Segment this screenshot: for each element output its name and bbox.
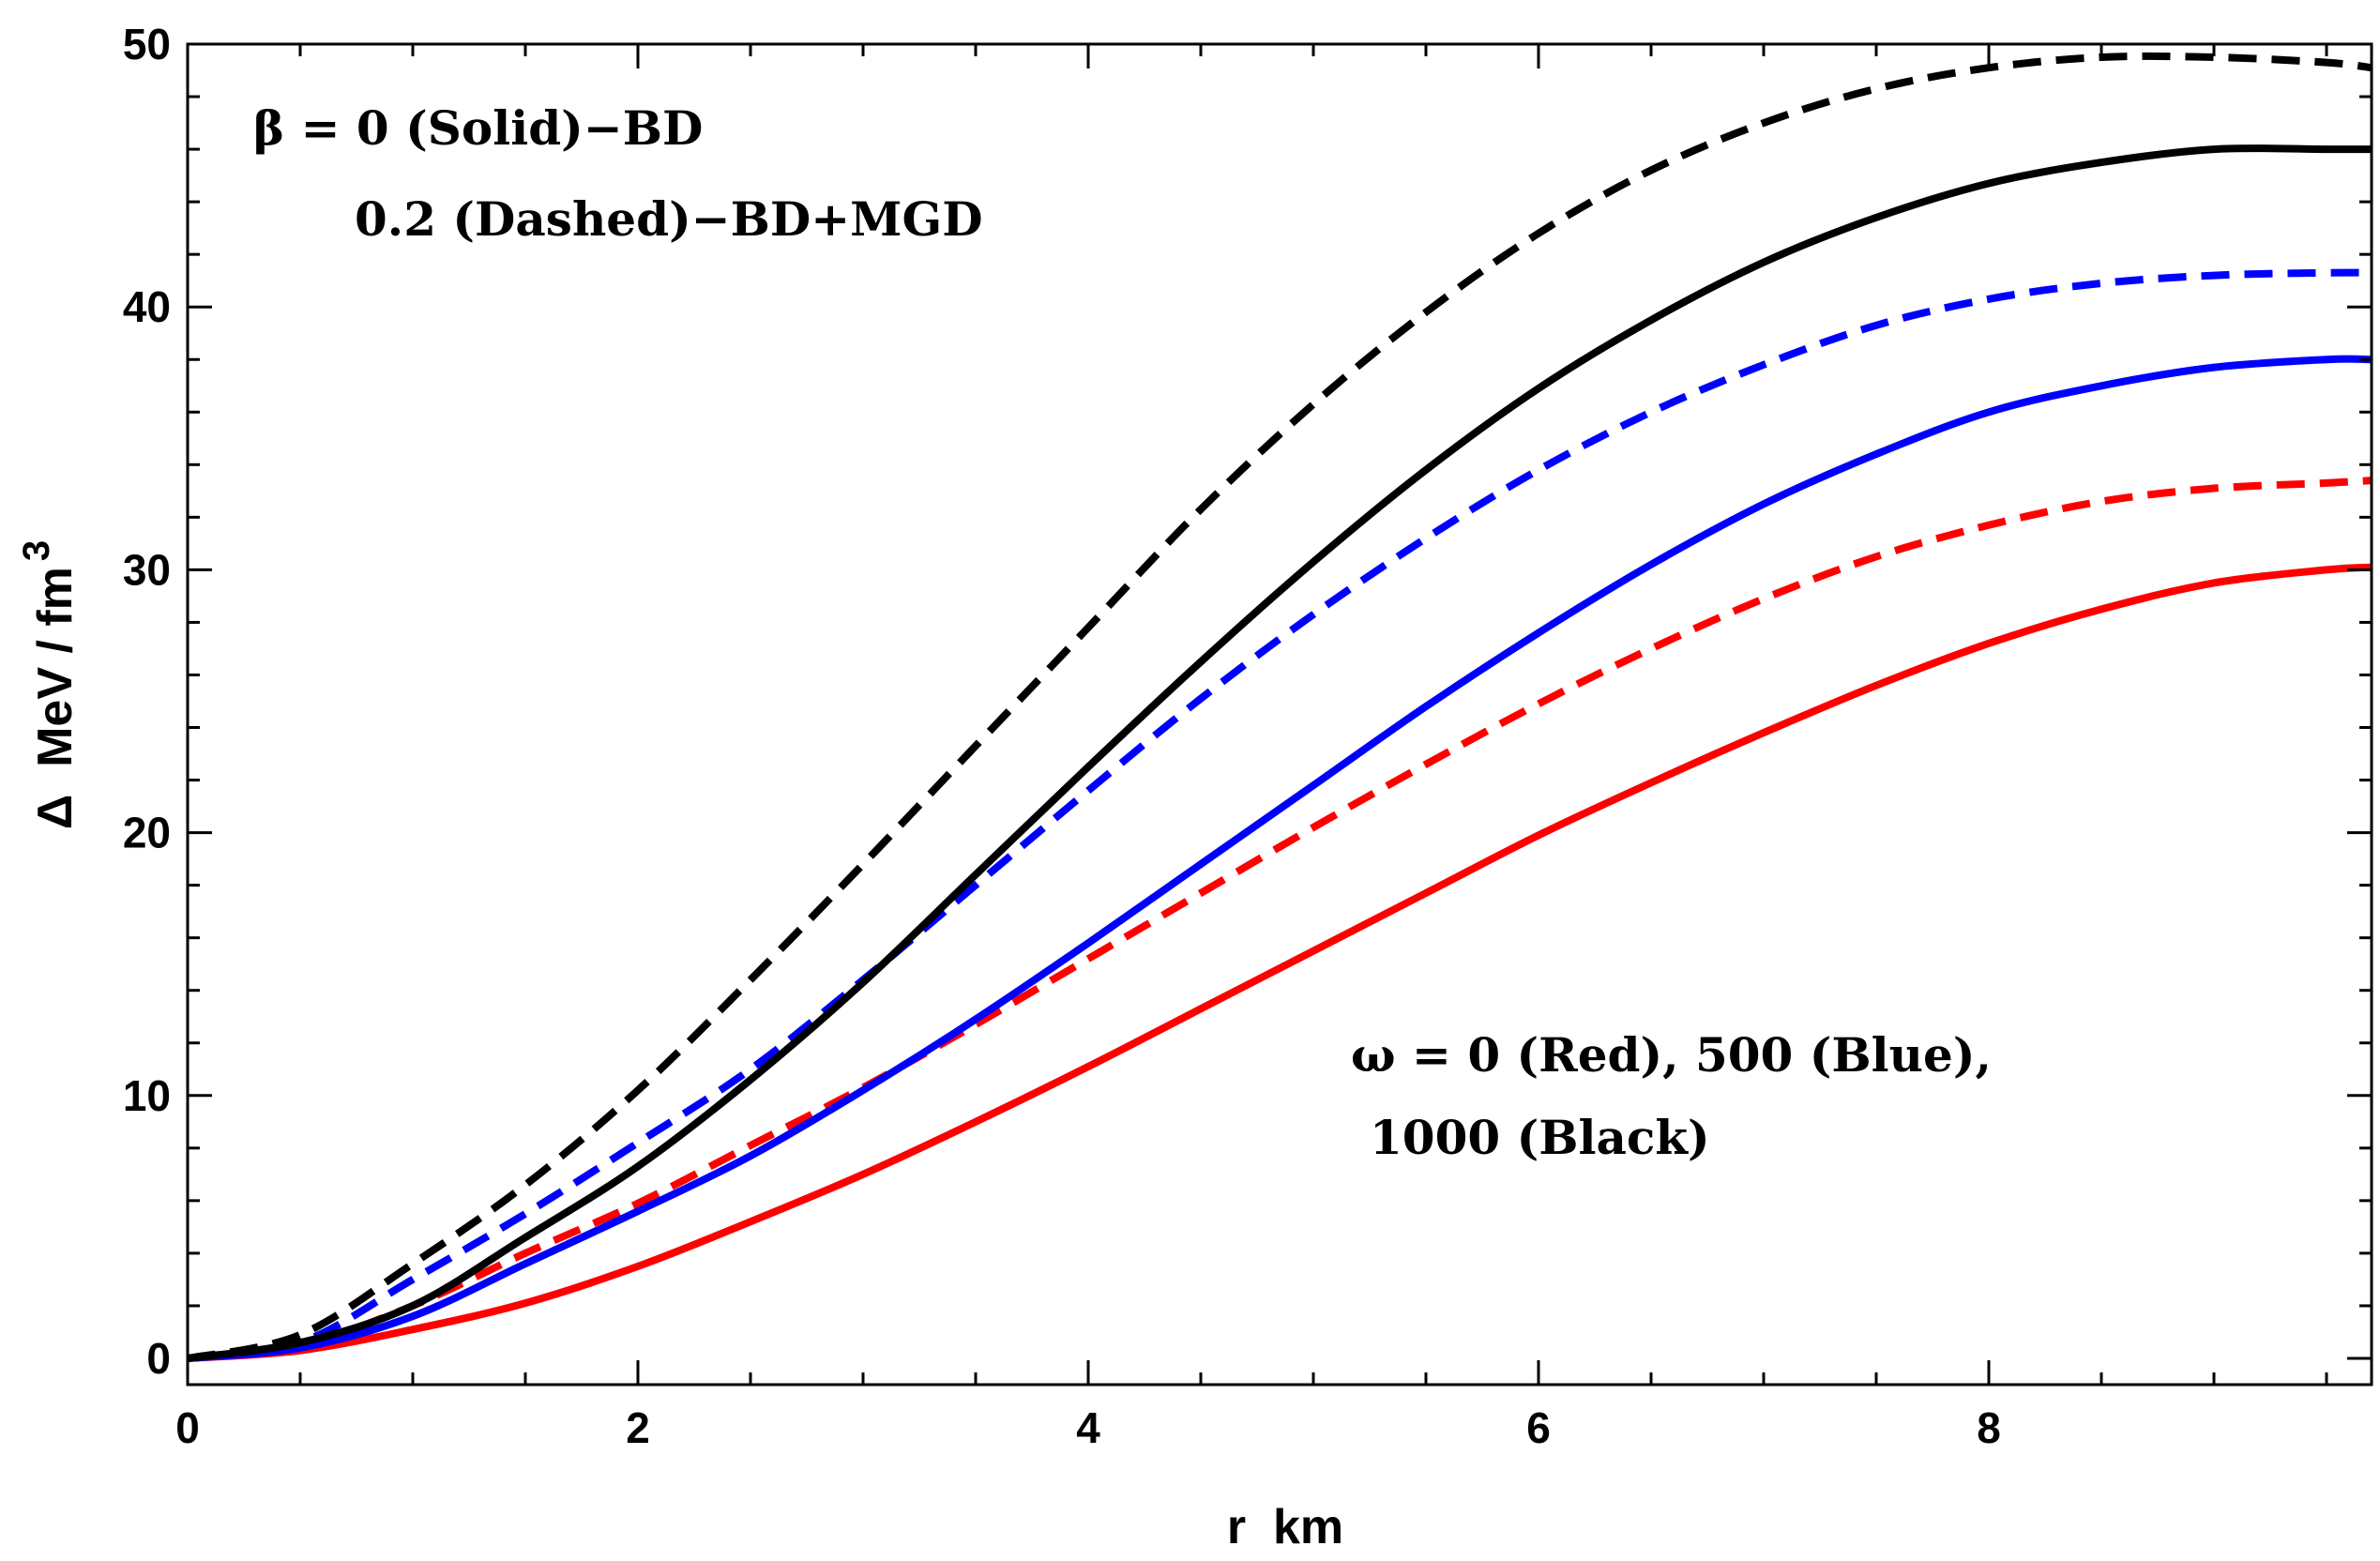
y-tick-label: 40 [123,282,171,331]
plot-frame [186,42,2373,1387]
y-tick-label: 0 [146,1334,171,1383]
series-line-5 [187,52,2372,1362]
y-tick-label: 30 [123,545,171,594]
series-line-3 [187,268,2372,1362]
y-tick-label: 20 [123,809,171,857]
y-tick-label: 50 [123,20,171,68]
y-axis-title: Δ MeV / fm 3 [16,540,83,829]
omega-legend-line1: ω = 0 (Red), 500 (Blue), [1351,1027,1992,1083]
y-axis-title-superscript: 3 [16,540,57,561]
beta-legend-line2: 0.2 (Dashed)−BD+MGD [355,191,983,247]
x-tick-label: 6 [1526,1403,1551,1452]
series-line-0 [187,563,2372,1362]
ticks-layer [186,42,2372,1385]
omega-legend-line2: 1000 (Black) [1370,1110,1710,1165]
y-axis-title-main: Δ MeV / fm [28,567,83,829]
x-tick-label: 2 [626,1403,650,1452]
y-tick-label: 10 [123,1071,171,1120]
x-tick-label: 0 [175,1403,200,1452]
series-line-1 [187,477,2372,1362]
beta-legend-line1: β = 0 (Solid)−BD [253,100,703,156]
series-line-4 [187,144,2372,1362]
x-axis-title: r km [1227,1500,1343,1554]
tick-labels-layer: 0 2 4 6 8 0 10 20 30 40 50 [123,20,2001,1452]
series-line-2 [187,355,2372,1362]
x-tick-label: 8 [1977,1403,2001,1452]
y-axis-title-group: Δ MeV / fm 3 [16,540,83,829]
series-layer [187,52,2372,1362]
x-tick-label: 4 [1076,1403,1100,1452]
